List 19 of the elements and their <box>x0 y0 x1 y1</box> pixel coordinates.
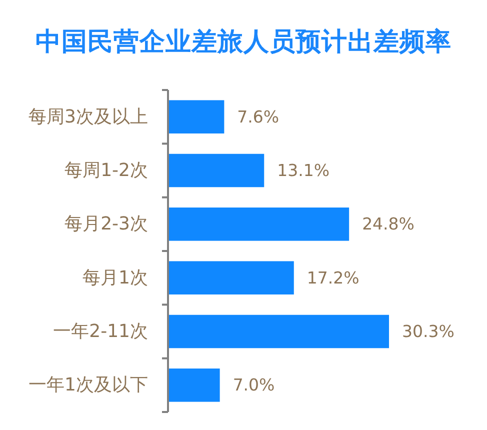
bar <box>169 208 350 241</box>
data-label: 17.2% <box>306 268 360 288</box>
y-tick-label: 每月1次 <box>82 267 148 288</box>
data-label: 30.3% <box>402 322 454 341</box>
data-label: 24.8% <box>362 214 414 234</box>
chart-title: 中国民营企业差旅人员预计出差频率 <box>36 27 452 57</box>
bar <box>169 368 220 402</box>
bar <box>169 154 264 188</box>
y-tick-label: 一年2-11次 <box>53 321 148 342</box>
y-tick-label: 一年1次及以下 <box>28 374 148 396</box>
bar <box>169 314 389 348</box>
data-label: 7.6% <box>237 107 280 126</box>
bar <box>169 100 224 134</box>
data-label: 7.0% <box>232 376 275 395</box>
bar <box>169 261 294 294</box>
y-tick-label: 每周1-2次 <box>64 160 148 181</box>
y-tick-label: 每周3次及以上 <box>28 106 148 128</box>
y-tick-label: 每月2-3次 <box>64 214 148 235</box>
data-label: 13.1% <box>277 161 330 180</box>
